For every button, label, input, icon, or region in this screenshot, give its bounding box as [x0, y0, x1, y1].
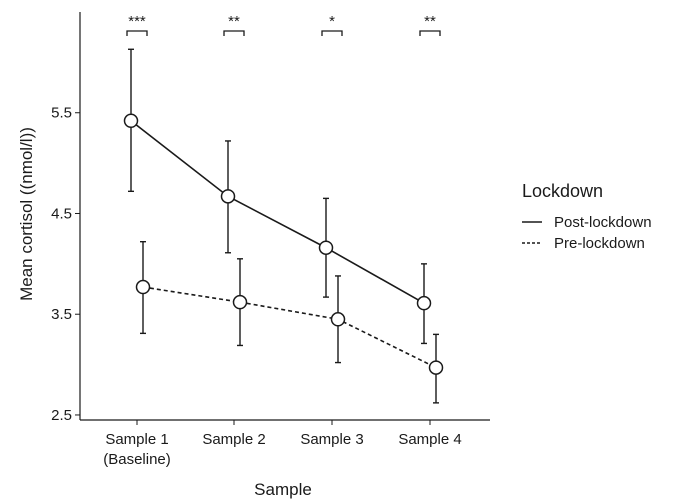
y-tick-label: 3.5	[51, 306, 72, 323]
y-axis-title: Mean cortisol ((nmol/l))	[17, 127, 36, 301]
significance-label: *	[329, 13, 335, 30]
significance-brackets: *** ** * **	[126, 13, 441, 36]
data-point	[330, 312, 346, 327]
data-point	[428, 360, 444, 375]
x-tick-label: Sample 3	[300, 431, 363, 448]
data-point	[416, 295, 432, 311]
x-axis-title: Sample	[254, 480, 312, 499]
data-point	[220, 189, 236, 204]
legend: Lockdown Post-lockdown Pre-lockdown	[522, 181, 652, 252]
x-tick-label: Sample 1	[105, 431, 168, 448]
data-point	[123, 113, 139, 129]
data-point	[135, 279, 151, 295]
series-line-1	[142, 286, 437, 369]
significance-label: **	[228, 13, 240, 30]
legend-label-0: Post-lockdown	[554, 214, 652, 231]
y-tick-label: 2.5	[51, 407, 72, 424]
data-point	[232, 294, 248, 310]
significance-label: ***	[128, 13, 146, 30]
y-tick-label: 5.5	[51, 105, 72, 122]
series-line-0	[130, 120, 425, 304]
significance-bracket	[126, 30, 148, 36]
significance-label: **	[424, 13, 436, 30]
data-point	[318, 240, 334, 255]
significance-bracket	[223, 30, 245, 36]
legend-label-1: Pre-lockdown	[554, 235, 645, 252]
x-tick-label: Sample 2	[202, 431, 265, 448]
y-tick-label: 4.5	[51, 205, 72, 222]
axes: 2.5 3.5 4.5 5.5 Sample 1 (Baseline) Sample 2 Sa…	[51, 12, 490, 468]
legend-title: Lockdown	[522, 181, 603, 201]
x-tick-label: (Baseline)	[103, 451, 171, 468]
significance-bracket	[419, 30, 441, 36]
x-tick-label: Sample 4	[398, 431, 461, 448]
significance-bracket	[321, 30, 343, 36]
series-layer	[123, 48, 444, 404]
